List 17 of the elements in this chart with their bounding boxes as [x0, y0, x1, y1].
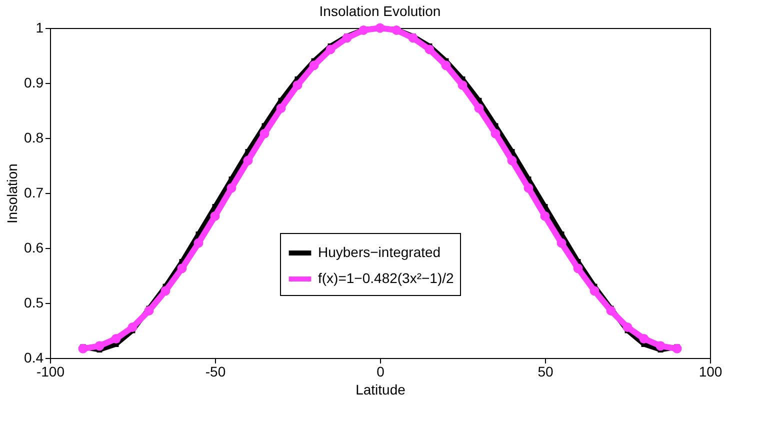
x-tick-label: 0 [376, 364, 385, 380]
y-axis-title: Insolation [4, 164, 20, 224]
y-tick-label: 0.5 [24, 294, 44, 310]
y-tick-label: 0.6 [24, 240, 44, 256]
x-tick-label: 50 [538, 364, 554, 380]
y-tick-label: 0.8 [24, 130, 44, 146]
x-tick-label: 100 [698, 364, 722, 380]
x-tick-label: -100 [36, 364, 65, 380]
legend-label: f(x)=1−0.482(3x²−1)/2 [318, 270, 454, 286]
chart-title: Insolation Evolution [319, 3, 441, 19]
y-tick-label: 1 [36, 20, 44, 36]
y-tick-label: 0.7 [24, 184, 44, 200]
y-tick-label: 0.9 [24, 74, 44, 90]
legend-label: Huybers−integrated [318, 244, 441, 260]
y-tick-label: 0.4 [24, 350, 44, 366]
x-tick-label: -50 [205, 364, 226, 380]
x-axis-title: Latitude [356, 382, 406, 398]
